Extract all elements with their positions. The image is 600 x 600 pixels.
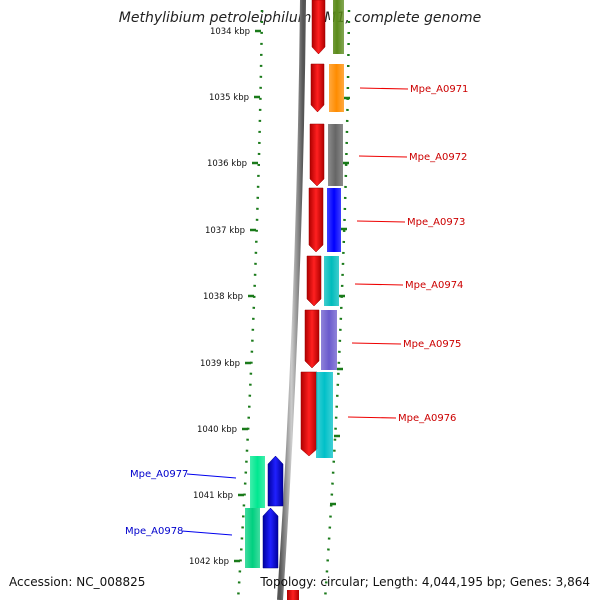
ruler-tick-label: 1036 kbp: [207, 159, 247, 169]
cds-bar-g7: [245, 508, 260, 568]
inner-ruler-arc: [323, 9, 351, 600]
gene-label[interactable]: Mpe_A0977: [130, 469, 188, 480]
ruler-tick-label: 1039 kbp: [200, 359, 240, 369]
cds-bar-g3: [324, 256, 339, 306]
forward-genes: [287, 0, 326, 600]
forward-gene-arrow: [311, 0, 326, 55]
cds-bar-g2: [327, 188, 341, 252]
gene-label[interactable]: Mpe_A0976: [398, 413, 456, 424]
gene-leader-line: [347, 416, 397, 419]
cds-bar-g0: [329, 64, 344, 112]
reverse-gene-arrow: [267, 455, 284, 507]
cds-bar-pre: [330, 0, 344, 54]
gene-leader-line: [359, 87, 409, 90]
ruler-tick-label: 1042 kbp: [189, 557, 229, 567]
partial-gene-arrow: [287, 590, 299, 600]
forward-gene-arrow: [309, 123, 325, 187]
forward-gene-arrow: [310, 63, 325, 113]
gene-label[interactable]: Mpe_A0978: [125, 526, 183, 537]
cds-bar-g4: [321, 310, 337, 370]
ruler-tick-label: 1040 kbp: [197, 425, 237, 435]
ruler-tick-label: 1034 kbp: [210, 27, 250, 37]
gene-label[interactable]: Mpe_A0975: [403, 339, 461, 350]
ruler-tick-label: 1041 kbp: [193, 491, 233, 501]
forward-gene-arrow: [300, 371, 318, 457]
cds-bar-g5: [316, 372, 333, 458]
gene-leader-line: [181, 530, 233, 536]
ruler-tick-label: 1038 kbp: [203, 292, 243, 302]
backbone-arc: [277, 0, 306, 600]
gene-labels: Mpe_A0971 Mpe_A0972 Mpe_A0973 Mpe_A0974 Mpe_…: [125, 84, 468, 537]
reverse-gene-arrow: [262, 507, 279, 569]
genome-summary: Topology: circular; Length: 4,044,195 bp…: [260, 575, 590, 589]
forward-gene-arrow: [308, 187, 324, 253]
ruler-tick-label: 1037 kbp: [205, 226, 245, 236]
accession-label: Accession: NC_008825: [9, 575, 146, 589]
reverse-genes: [262, 455, 284, 569]
cds-color-bars: [245, 0, 344, 568]
outer-ruler-arc: [236, 9, 264, 600]
gene-leader-line: [186, 473, 237, 479]
gene-label[interactable]: Mpe_A0973: [407, 217, 465, 228]
gene-label[interactable]: Mpe_A0972: [409, 152, 467, 163]
cds-bar-g6: [250, 456, 265, 508]
ruler-tick-label: 1035 kbp: [209, 93, 249, 103]
gene-label[interactable]: Mpe_A0974: [405, 280, 463, 291]
gene-leader-line: [358, 155, 408, 158]
gene-leader-line: [351, 342, 402, 345]
forward-gene-arrow: [304, 309, 320, 369]
cds-gap: [330, 0, 333, 54]
gene-leader-line: [356, 220, 406, 223]
gene-label[interactable]: Mpe_A0971: [410, 84, 468, 95]
ruler-ticks: 1034 kbp 1035 kbp 1036 kbp 1037 kbp 1038 kbp…: [189, 27, 350, 567]
gene-leader-line: [354, 283, 404, 286]
forward-gene-arrow: [306, 255, 322, 307]
cds-bar-g1: [328, 124, 343, 186]
